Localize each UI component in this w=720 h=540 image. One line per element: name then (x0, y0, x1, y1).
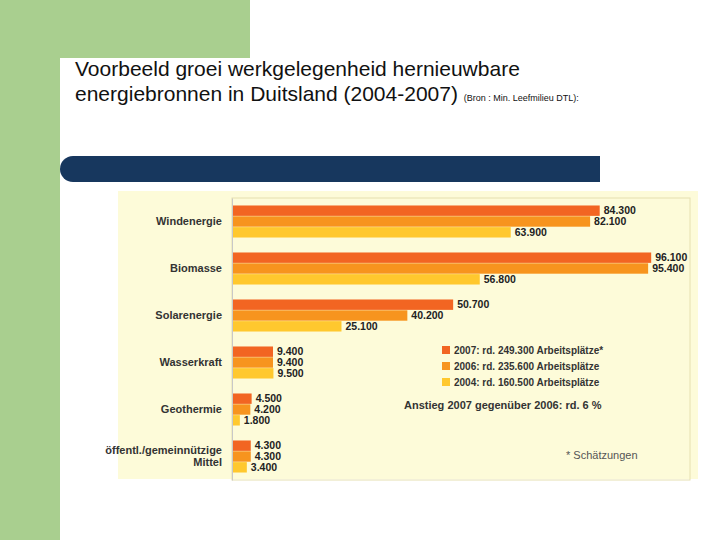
annotation: Anstieg 2007 gegenüber 2006: rd. 6 % (404, 399, 602, 411)
blue-band-end (575, 156, 600, 182)
subtitle: (Bron : Min. Leefmilieu DTL): (464, 93, 579, 103)
bar (232, 252, 651, 262)
category-label: öffentl./gemeinnützigeMittel (105, 444, 222, 469)
category-label: Geothermie (161, 403, 222, 415)
data-label: 25.100 (345, 320, 377, 332)
legend: 2007: rd. 249.300 Arbeitsplätze* 2006: rd… (442, 345, 603, 388)
bar (232, 310, 407, 320)
data-labels: 84.30096.10050.7009.4004.5004.30082.1009… (244, 204, 688, 473)
slide: 84.30096.10050.7009.4004.5004.30082.1009… (0, 0, 720, 540)
data-label: 40.200 (411, 309, 443, 321)
legend-swatch (442, 378, 450, 386)
tick: Geothermie (161, 403, 232, 415)
bar (232, 368, 273, 378)
data-label: 63.900 (515, 226, 547, 238)
bar (232, 393, 252, 403)
data-label: 9.500 (277, 367, 303, 379)
legend-entry: 2004: rd. 160.500 Arbeitsplätze (442, 377, 600, 388)
green-strip (0, 0, 60, 540)
annotation: * Schätzungen (566, 449, 638, 461)
bar (232, 205, 600, 215)
bar (232, 440, 251, 450)
axis-line (232, 199, 233, 481)
legend-entry: 2007: rd. 249.300 Arbeitsplätze* (442, 345, 603, 356)
tick: Windenergie (156, 215, 232, 227)
tick: Wasserkraft (159, 356, 232, 368)
category-axis: Windenergie Biomasse Solarenergie Wasserkra… (105, 199, 232, 481)
plot-frame (232, 198, 690, 480)
title: Voorbeeld groei werkgelegenheid hernieuw… (75, 57, 520, 105)
category-label: Biomasse (170, 262, 222, 274)
bar (232, 451, 251, 461)
tick: öffentl./gemeinnützigeMittel (105, 444, 232, 469)
chart-panel (118, 191, 698, 479)
legend-swatch (442, 362, 450, 370)
data-label: 1.800 (244, 414, 270, 426)
bar (232, 462, 247, 472)
legend-swatch (442, 346, 450, 354)
bar (232, 321, 341, 331)
bar (232, 274, 480, 284)
category-label: Windenergie (156, 215, 222, 227)
legend-label: 2006: rd. 235.600 Arbeitsplätze (454, 361, 600, 372)
legend-entry: 2006: rd. 235.600 Arbeitsplätze (442, 361, 600, 372)
data-label: 50.700 (457, 298, 489, 310)
bar (232, 227, 511, 237)
data-label: 82.100 (594, 215, 626, 227)
category-label: Solarenergie (155, 309, 222, 321)
data-label: 95.400 (652, 262, 684, 274)
tick: Solarenergie (155, 309, 232, 321)
bar (232, 346, 273, 356)
tick: Biomasse (170, 262, 232, 274)
category-label: Wasserkraft (159, 356, 222, 368)
legend-label: 2004: rd. 160.500 Arbeitsplätze (454, 377, 600, 388)
bars (232, 205, 651, 472)
data-label: 56.800 (484, 273, 516, 285)
data-label: 3.400 (251, 461, 277, 473)
blue-band (60, 156, 600, 182)
bar (232, 357, 273, 367)
legend-label: 2007: rd. 249.300 Arbeitsplätze* (454, 345, 603, 356)
bar (232, 415, 240, 425)
slide-heading: Voorbeeld groei werkgelegenheid hernieuw… (75, 56, 660, 106)
bar (232, 263, 648, 273)
